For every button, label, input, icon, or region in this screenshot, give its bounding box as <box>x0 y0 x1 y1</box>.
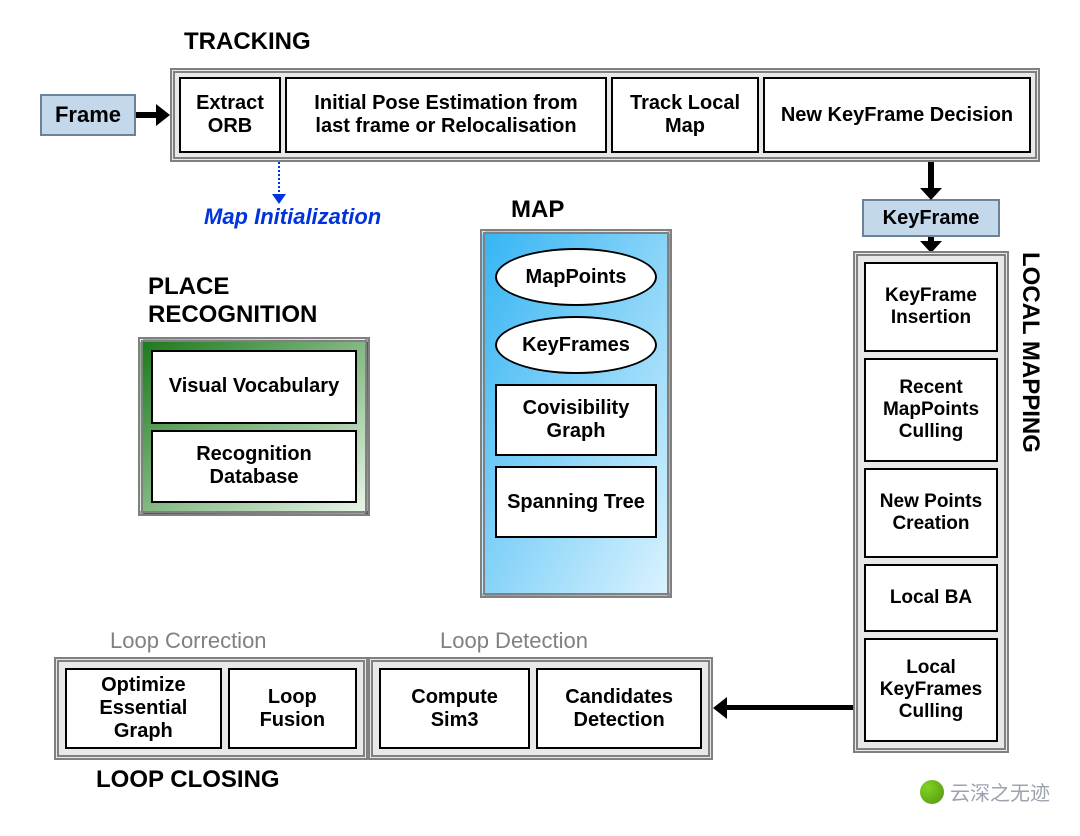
frame-input-box: Frame <box>40 94 136 136</box>
mappoints-culling-box: Recent MapPoints Culling <box>864 358 998 462</box>
loop-correction-container: Optimize Essential Graph Loop Fusion <box>54 657 368 760</box>
keyframes-ellipse: KeyFrames <box>495 316 657 374</box>
local-mapping-container: KeyFrame Insertion Recent MapPoints Cull… <box>853 251 1009 753</box>
covisibility-box: Covisibility Graph <box>495 384 657 456</box>
recognition-database-box: Recognition Database <box>151 430 357 504</box>
map-title: MAP <box>511 196 564 224</box>
loop-fusion-box: Loop Fusion <box>228 668 357 749</box>
loop-detection-subtitle: Loop Detection <box>440 628 588 654</box>
map-init-arrow-head <box>272 194 286 204</box>
map-container: MapPoints KeyFrames Covisibility Graph S… <box>480 229 672 598</box>
arrow-tracking-keyframe-head <box>920 188 942 200</box>
place-rec-l2: RECOGNITION <box>148 301 317 328</box>
track-local-map-box: Track Local Map <box>611 77 759 153</box>
compute-sim3-box: Compute Sim3 <box>379 668 530 749</box>
candidates-detection-box: Candidates Detection <box>536 668 702 749</box>
arrow-frame-tracking-head <box>156 104 170 126</box>
visual-vocabulary-box: Visual Vocabulary <box>151 350 357 424</box>
arrow-lm-lc-head <box>713 697 727 719</box>
tracking-title: TRACKING <box>184 28 311 56</box>
place-rec-l1: PLACE <box>148 273 229 300</box>
extract-orb-box: Extract ORB <box>179 77 281 153</box>
optimize-essential-graph-box: Optimize Essential Graph <box>65 668 222 749</box>
mappoints-ellipse: MapPoints <box>495 248 657 306</box>
place-recognition-container: Visual Vocabulary Recognition Database <box>138 337 370 516</box>
loop-closing-title: LOOP CLOSING <box>96 766 280 794</box>
map-init-arrow-line <box>278 162 280 196</box>
spanning-tree-box: Spanning Tree <box>495 466 657 538</box>
tracking-container: Extract ORB Initial Pose Estimation from… <box>170 68 1040 162</box>
new-points-creation-box: New Points Creation <box>864 468 998 558</box>
watermark: 云深之无迹 <box>920 777 1050 806</box>
loop-detection-container: Compute Sim3 Candidates Detection <box>368 657 713 760</box>
pose-estimation-box: Initial Pose Estimation from last frame … <box>285 77 607 153</box>
keyframe-insertion-box: KeyFrame Insertion <box>864 262 998 352</box>
local-keyframes-culling-box: Local KeyFrames Culling <box>864 638 998 742</box>
keyframe-input-box: KeyFrame <box>862 199 1000 237</box>
loop-correction-subtitle: Loop Correction <box>110 628 267 654</box>
arrow-frame-tracking <box>136 112 158 118</box>
arrow-lm-lc <box>725 705 853 710</box>
map-init-label: Map Initialization <box>204 204 381 230</box>
local-ba-box: Local BA <box>864 564 998 632</box>
place-recognition-title: PLACE RECOGNITION <box>148 273 317 328</box>
local-mapping-title: LOCAL MAPPING <box>1016 252 1044 453</box>
new-keyframe-decision-box: New KeyFrame Decision <box>763 77 1031 153</box>
